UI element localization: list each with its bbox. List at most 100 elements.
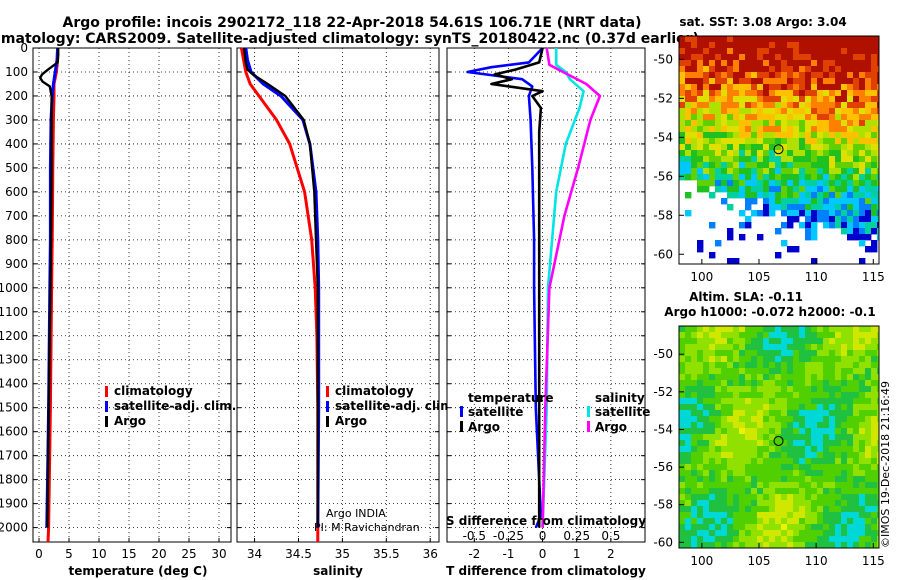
map-cell [859, 234, 866, 241]
map-cell [853, 512, 860, 519]
map-cell [703, 132, 710, 139]
map-cell [757, 234, 764, 241]
map-cell [739, 530, 746, 537]
map-cell [799, 386, 806, 393]
map-cell [835, 476, 842, 483]
map-cell [763, 338, 770, 345]
map-cell [691, 428, 698, 435]
map-cell [853, 380, 860, 387]
map-cell [715, 240, 722, 247]
map-cell [817, 180, 824, 187]
map-cell [691, 362, 698, 369]
map-cell [817, 350, 824, 357]
map-cell [709, 494, 716, 501]
map-cell [751, 482, 758, 489]
map-cell [859, 192, 866, 199]
map-cell [811, 350, 818, 357]
map-cell [691, 452, 698, 459]
map-cell [781, 350, 788, 357]
map-cell [877, 42, 879, 49]
map-cell [733, 66, 740, 73]
map-cell [757, 126, 764, 133]
map-cell [799, 54, 806, 61]
map-cell [751, 506, 758, 513]
map-cell [697, 54, 704, 61]
map-cell [835, 500, 842, 507]
map-cell [811, 204, 818, 211]
map-cell [829, 410, 836, 417]
map-cell [871, 144, 878, 151]
map-cell [835, 138, 842, 145]
map-cell [805, 500, 812, 507]
map-cell [739, 326, 746, 333]
map-cell [763, 350, 770, 357]
map-cell [709, 96, 716, 103]
map-cell [685, 404, 692, 411]
map-cell [685, 464, 692, 471]
map-cell [763, 192, 770, 199]
map-cell [865, 42, 872, 49]
map-cell [715, 114, 722, 121]
map-cell [715, 476, 722, 483]
map-cell [781, 524, 788, 531]
map-cell [721, 404, 728, 411]
map-cell [811, 54, 818, 61]
legend-swatch-t-satellite [460, 406, 463, 417]
map-cell [721, 482, 728, 489]
map-cell [709, 452, 716, 459]
map-cell [745, 452, 752, 459]
map-cell [793, 452, 800, 459]
map-cell [793, 114, 800, 121]
map-cell [769, 458, 776, 465]
map-cell [865, 132, 872, 139]
map-cell [679, 126, 686, 133]
map-cell [703, 374, 710, 381]
map-cell [691, 458, 698, 465]
map-cell [739, 428, 746, 435]
map-cell [829, 524, 836, 531]
map-cell [835, 198, 842, 205]
map-cell [733, 332, 740, 339]
map-cell [721, 60, 728, 67]
map-cell [847, 60, 854, 67]
map-cell [829, 36, 836, 43]
map-cell [757, 150, 764, 157]
map-cell [829, 138, 836, 145]
map-cell [835, 362, 842, 369]
map-cell [853, 482, 860, 489]
map-cell [739, 482, 746, 489]
map-cell [757, 210, 764, 217]
map-cell [841, 500, 848, 507]
map-cell [847, 470, 854, 477]
map-cell [805, 174, 812, 181]
map-cell [793, 192, 800, 199]
map-cell [751, 344, 758, 351]
map-cell [733, 168, 740, 175]
map-cell [877, 198, 879, 205]
map-cell [853, 132, 860, 139]
depth-tick-label: 1200 [0, 329, 28, 343]
map-cell [691, 138, 698, 145]
x-tick-label: -1 [502, 547, 514, 561]
map-cell [793, 356, 800, 363]
map-cell [823, 392, 830, 399]
map-cell [829, 186, 836, 193]
map-cell [721, 386, 728, 393]
map-cell [721, 84, 728, 91]
map-cell [853, 350, 860, 357]
map-cell [859, 72, 866, 79]
map-cell [763, 162, 770, 169]
map-cell [727, 126, 734, 133]
map-cell [721, 338, 728, 345]
map-cell [841, 84, 848, 91]
map-cell [799, 72, 806, 79]
map-cell [859, 210, 866, 217]
map-cell [709, 156, 716, 163]
map-cell [871, 114, 878, 121]
map-cell [739, 234, 746, 241]
map-cell [781, 132, 788, 139]
map-cell [703, 476, 710, 483]
map-cell [679, 482, 686, 489]
map-cell [745, 482, 752, 489]
map-cell [739, 114, 746, 121]
